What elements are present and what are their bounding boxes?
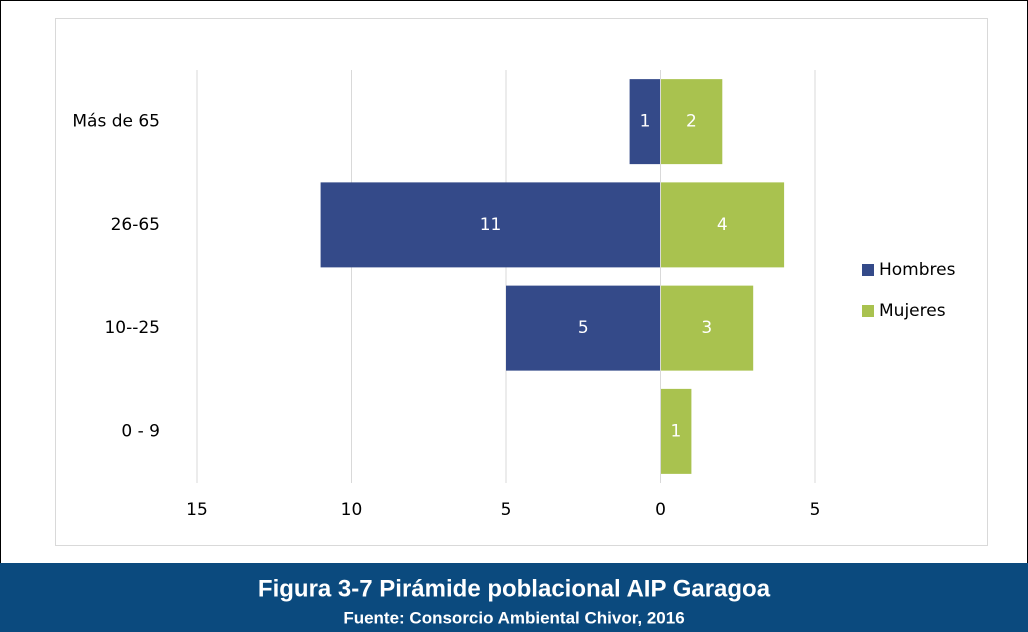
chart-frame <box>55 18 988 546</box>
y-tick-label: 26-65 <box>111 215 160 235</box>
y-tick-label: Más de 65 <box>72 112 160 132</box>
legend-label: Hombres <box>879 260 956 280</box>
y-tick-label: 10--25 <box>104 318 160 338</box>
legend-label: Mujeres <box>879 301 946 321</box>
legend-swatch <box>862 264 874 276</box>
caption-band <box>0 563 1028 632</box>
bar <box>629 79 661 165</box>
bar <box>660 388 692 474</box>
bar <box>660 285 754 371</box>
bar <box>320 182 661 268</box>
data-label: 3 <box>701 318 712 338</box>
x-tick-label: 5 <box>501 500 512 520</box>
bar <box>660 79 723 165</box>
data-label: 1 <box>640 112 651 132</box>
caption-title: Figura 3-7 Pirámide poblacional AIP Gara… <box>258 575 771 602</box>
data-label: 2 <box>686 112 697 132</box>
x-tick-label: 10 <box>341 500 363 520</box>
x-tick-label: 15 <box>186 500 208 520</box>
bar <box>660 182 785 268</box>
x-tick-label: 5 <box>810 500 821 520</box>
data-label: 1 <box>671 421 682 441</box>
data-label: 4 <box>717 215 728 235</box>
data-label: 5 <box>578 318 589 338</box>
x-tick-label: 0 <box>655 500 666 520</box>
legend-swatch <box>862 305 874 317</box>
y-tick-label: 0 - 9 <box>121 421 160 441</box>
caption-source: Fuente: Consorcio Ambiental Chivor, 2016 <box>343 608 684 627</box>
data-label: 11 <box>480 215 502 235</box>
bar <box>506 285 661 371</box>
